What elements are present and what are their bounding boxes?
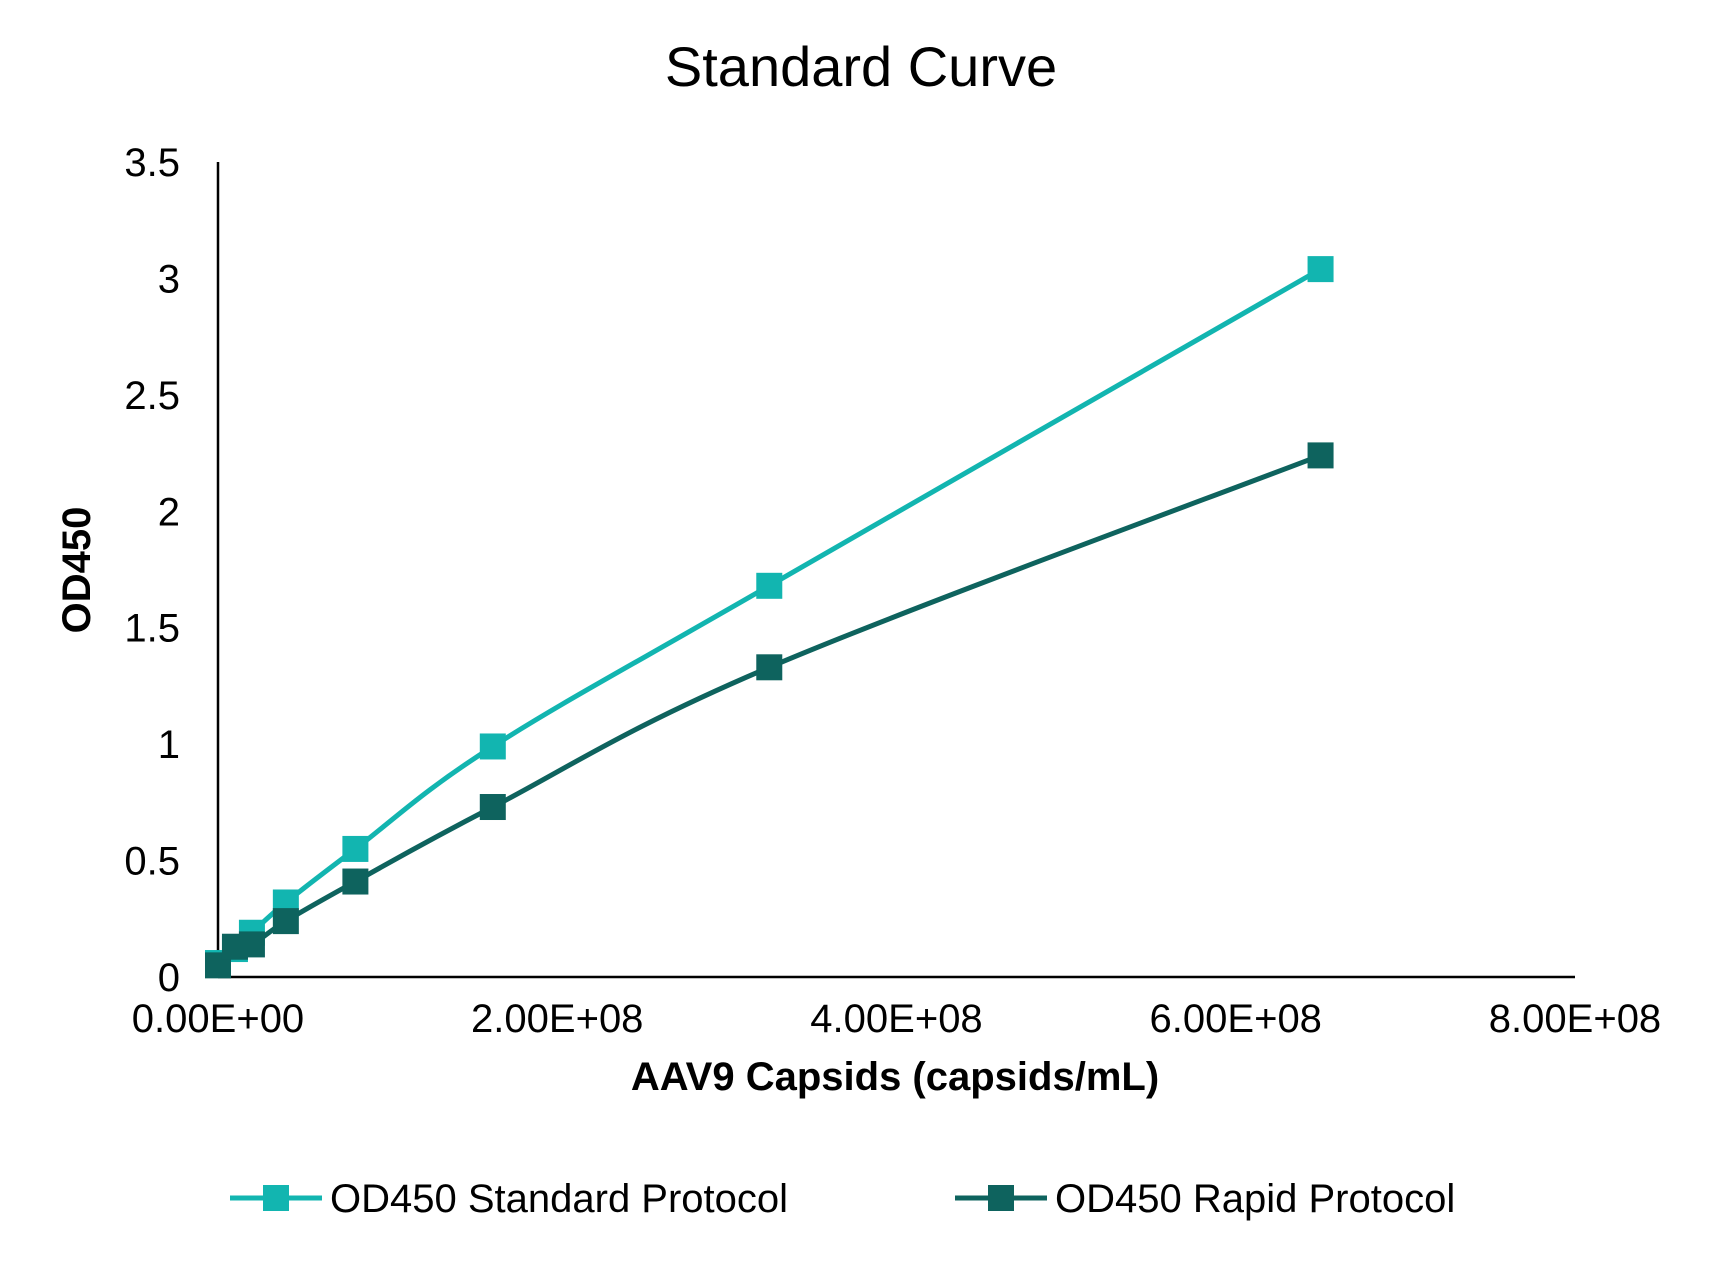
data-point-marker bbox=[1307, 256, 1334, 283]
legend-marker-swatch bbox=[988, 1185, 1014, 1211]
y-tick-label: 3.5 bbox=[124, 141, 180, 185]
y-tick-label: 1 bbox=[158, 723, 180, 767]
y-axis-title: OD450 bbox=[55, 507, 99, 634]
y-tick-labels: 0 0.5 1 1.5 2 2.5 3 3.5 bbox=[124, 141, 180, 1000]
legend-marker-swatch bbox=[263, 1185, 289, 1211]
legend-label: OD450 Rapid Protocol bbox=[1055, 1177, 1455, 1221]
legend: OD450 Standard Protocol OD450 Rapid Proto… bbox=[230, 1177, 1455, 1221]
data-point-marker bbox=[756, 572, 783, 599]
data-point-marker bbox=[238, 931, 265, 958]
y-tick-label: 0.5 bbox=[124, 840, 180, 884]
legend-item: OD450 Standard Protocol bbox=[230, 1177, 788, 1221]
y-tick-label: 0 bbox=[158, 956, 180, 1000]
x-tick-label: 4.00E+08 bbox=[810, 997, 982, 1041]
data-point-marker bbox=[479, 794, 506, 821]
y-tick-label: 2 bbox=[158, 490, 180, 534]
series-layer bbox=[205, 256, 1334, 979]
data-point-marker bbox=[342, 835, 369, 862]
x-tick-label: 6.00E+08 bbox=[1150, 997, 1322, 1041]
data-point-marker bbox=[479, 733, 506, 760]
series-line bbox=[215, 266, 1324, 966]
data-point-marker bbox=[1307, 442, 1334, 469]
data-point-marker bbox=[756, 654, 783, 681]
data-point-marker bbox=[272, 908, 299, 935]
y-tick-label: 1.5 bbox=[124, 607, 180, 651]
x-tick-label: 8.00E+08 bbox=[1489, 997, 1661, 1041]
series-2 bbox=[205, 442, 1334, 979]
legend-item: OD450 Rapid Protocol bbox=[955, 1177, 1455, 1221]
x-tick-label: 2.00E+08 bbox=[471, 997, 643, 1041]
x-tick-label: 0.00E+00 bbox=[132, 997, 304, 1041]
x-tick-labels: 0.00E+00 2.00E+08 4.00E+08 6.00E+08 8.00E+08 bbox=[132, 997, 1661, 1041]
y-tick-label: 3 bbox=[158, 257, 180, 301]
legend-label: OD450 Standard Protocol bbox=[330, 1177, 788, 1221]
series-line bbox=[215, 452, 1324, 968]
data-point-marker bbox=[342, 868, 369, 895]
x-axis-title: AAV9 Capsids (capsids/mL) bbox=[631, 1055, 1159, 1099]
series-1 bbox=[205, 256, 1334, 977]
y-tick-label: 2.5 bbox=[124, 374, 180, 418]
chart-title: Standard Curve bbox=[665, 35, 1057, 98]
